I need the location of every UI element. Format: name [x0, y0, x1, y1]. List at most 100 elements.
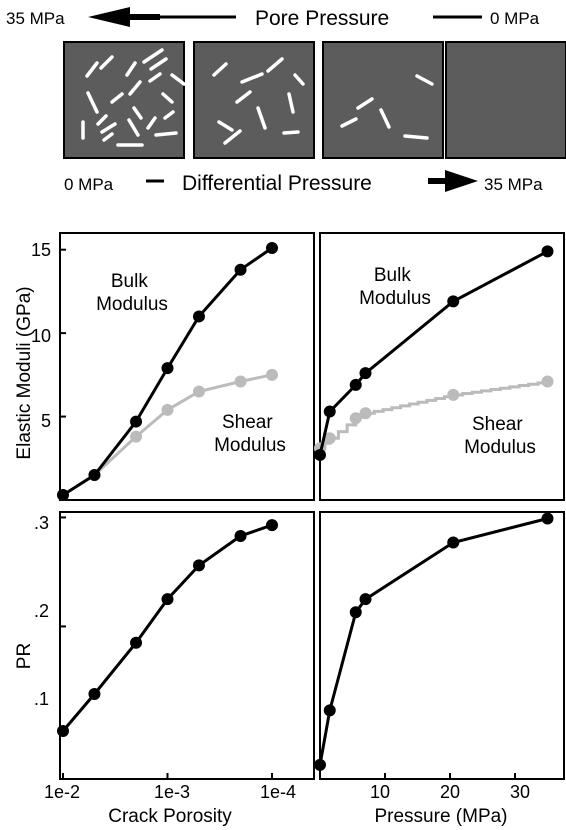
- data-point: [541, 245, 554, 258]
- crack-mark: [266, 57, 284, 73]
- data-point: [349, 606, 362, 619]
- crack-mark: [85, 61, 99, 78]
- crack-mark: [125, 61, 137, 77]
- data-point: [234, 375, 247, 388]
- plot-frame: [59, 511, 315, 780]
- ytick-label: .3: [34, 513, 49, 533]
- crack-mark: [161, 92, 174, 104]
- xtick-label: 10: [370, 782, 390, 802]
- crack-mark: [96, 114, 108, 126]
- chart-panel: [57, 511, 315, 780]
- data-point: [57, 725, 69, 738]
- crack-mark: [110, 92, 124, 104]
- x-axis-label-crack-porosity: Crack Porosity: [108, 806, 232, 827]
- xtick-label: 1e-2: [44, 782, 80, 802]
- data-point: [161, 362, 174, 375]
- data-point: [349, 378, 362, 391]
- data-point: [266, 368, 278, 381]
- chart-panel: [314, 232, 565, 501]
- crack-mark: [148, 72, 162, 83]
- crack-mark: [293, 73, 305, 86]
- shear-modulus-annotation-left: Shear Modulus: [214, 412, 286, 456]
- crack-panel-background: [322, 41, 444, 159]
- crack-mark: [127, 118, 140, 137]
- ytick-label: 10: [31, 326, 51, 346]
- data-point: [130, 415, 143, 428]
- bulk-modulus-annotation-right: Bulk Modulus: [359, 265, 431, 309]
- data-point: [266, 242, 278, 255]
- crack-mark: [212, 62, 228, 77]
- crack-mark: [170, 73, 186, 86]
- data-point: [57, 488, 69, 501]
- chart-panels: [57, 232, 565, 780]
- diff-right-label: 35 MPa: [484, 175, 543, 194]
- data-point: [266, 519, 278, 532]
- series-line: [318, 517, 548, 766]
- crack-mark: [403, 134, 429, 140]
- xtick-label: 30: [510, 782, 530, 802]
- diff-pressure-label: Differential Pressure: [182, 172, 372, 195]
- data-point: [541, 375, 554, 388]
- plot-frame: [59, 232, 315, 501]
- data-point: [359, 593, 372, 606]
- data-point: [130, 430, 143, 443]
- pore-pressure-label: Pore Pressure: [255, 7, 389, 30]
- xtick-label: 20: [440, 782, 460, 802]
- crack-panel: [445, 41, 566, 159]
- data-point: [192, 310, 205, 323]
- bulk-modulus-annotation-left: Bulk Modulus: [96, 271, 168, 315]
- plot-frame: [319, 232, 565, 501]
- data-point: [359, 367, 372, 380]
- crack-mark: [235, 90, 252, 104]
- crack-mark: [217, 120, 234, 132]
- ytick-label: 15: [31, 240, 51, 260]
- crack-panel-background: [445, 41, 566, 159]
- ytick-label: 5: [41, 411, 51, 431]
- ytick-label: .2: [34, 601, 49, 621]
- crack-mark: [163, 110, 175, 120]
- crack-mark: [240, 72, 264, 84]
- data-point: [161, 403, 174, 416]
- pressure-header: 35 MPa Pore Pressure 0 MPa 0 MPa Differe…: [6, 7, 566, 195]
- crack-mark: [102, 132, 114, 142]
- shear-modulus-annotation-right: Shear Modulus: [464, 414, 536, 458]
- data-point: [447, 388, 460, 401]
- chart-panel: [314, 511, 565, 780]
- crack-panel: [63, 41, 186, 159]
- chart-panel: [57, 232, 315, 501]
- data-point: [130, 636, 143, 649]
- ytick-label: .1: [34, 689, 49, 709]
- data-point: [323, 405, 336, 418]
- crack-mark: [415, 74, 434, 86]
- xtick-label: 1e-3: [154, 782, 190, 802]
- crack-mark: [340, 117, 358, 128]
- crack-panel-background: [193, 41, 315, 159]
- crack-mark: [146, 116, 157, 130]
- data-point: [88, 687, 101, 700]
- xtick-label: 1e-4: [260, 782, 296, 802]
- crack-mark: [356, 97, 374, 110]
- data-point: [314, 448, 326, 461]
- data-point: [447, 536, 460, 549]
- pore-left-label: 35 MPa: [6, 9, 65, 28]
- crack-mark: [142, 48, 164, 64]
- data-point: [234, 263, 247, 276]
- data-point: [192, 559, 205, 572]
- crack-mark: [149, 57, 168, 71]
- crack-mark: [379, 108, 391, 129]
- crack-mark: [100, 122, 117, 134]
- plot-frame: [319, 511, 565, 780]
- diff-left-label: 0 MPa: [64, 175, 114, 194]
- data-point: [88, 468, 101, 481]
- crack-mark: [128, 80, 142, 96]
- data-point: [359, 407, 372, 420]
- crack-panel: [322, 41, 444, 159]
- data-point: [447, 295, 460, 308]
- y-axis-label-pr: PR: [14, 643, 35, 669]
- series-line: [320, 381, 549, 450]
- crack-mark: [256, 106, 267, 130]
- x-axis-label-pressure: Pressure (MPa): [374, 806, 507, 827]
- crack-mark: [99, 55, 114, 70]
- left-arrow-icon: [88, 7, 160, 27]
- series-line: [318, 250, 549, 456]
